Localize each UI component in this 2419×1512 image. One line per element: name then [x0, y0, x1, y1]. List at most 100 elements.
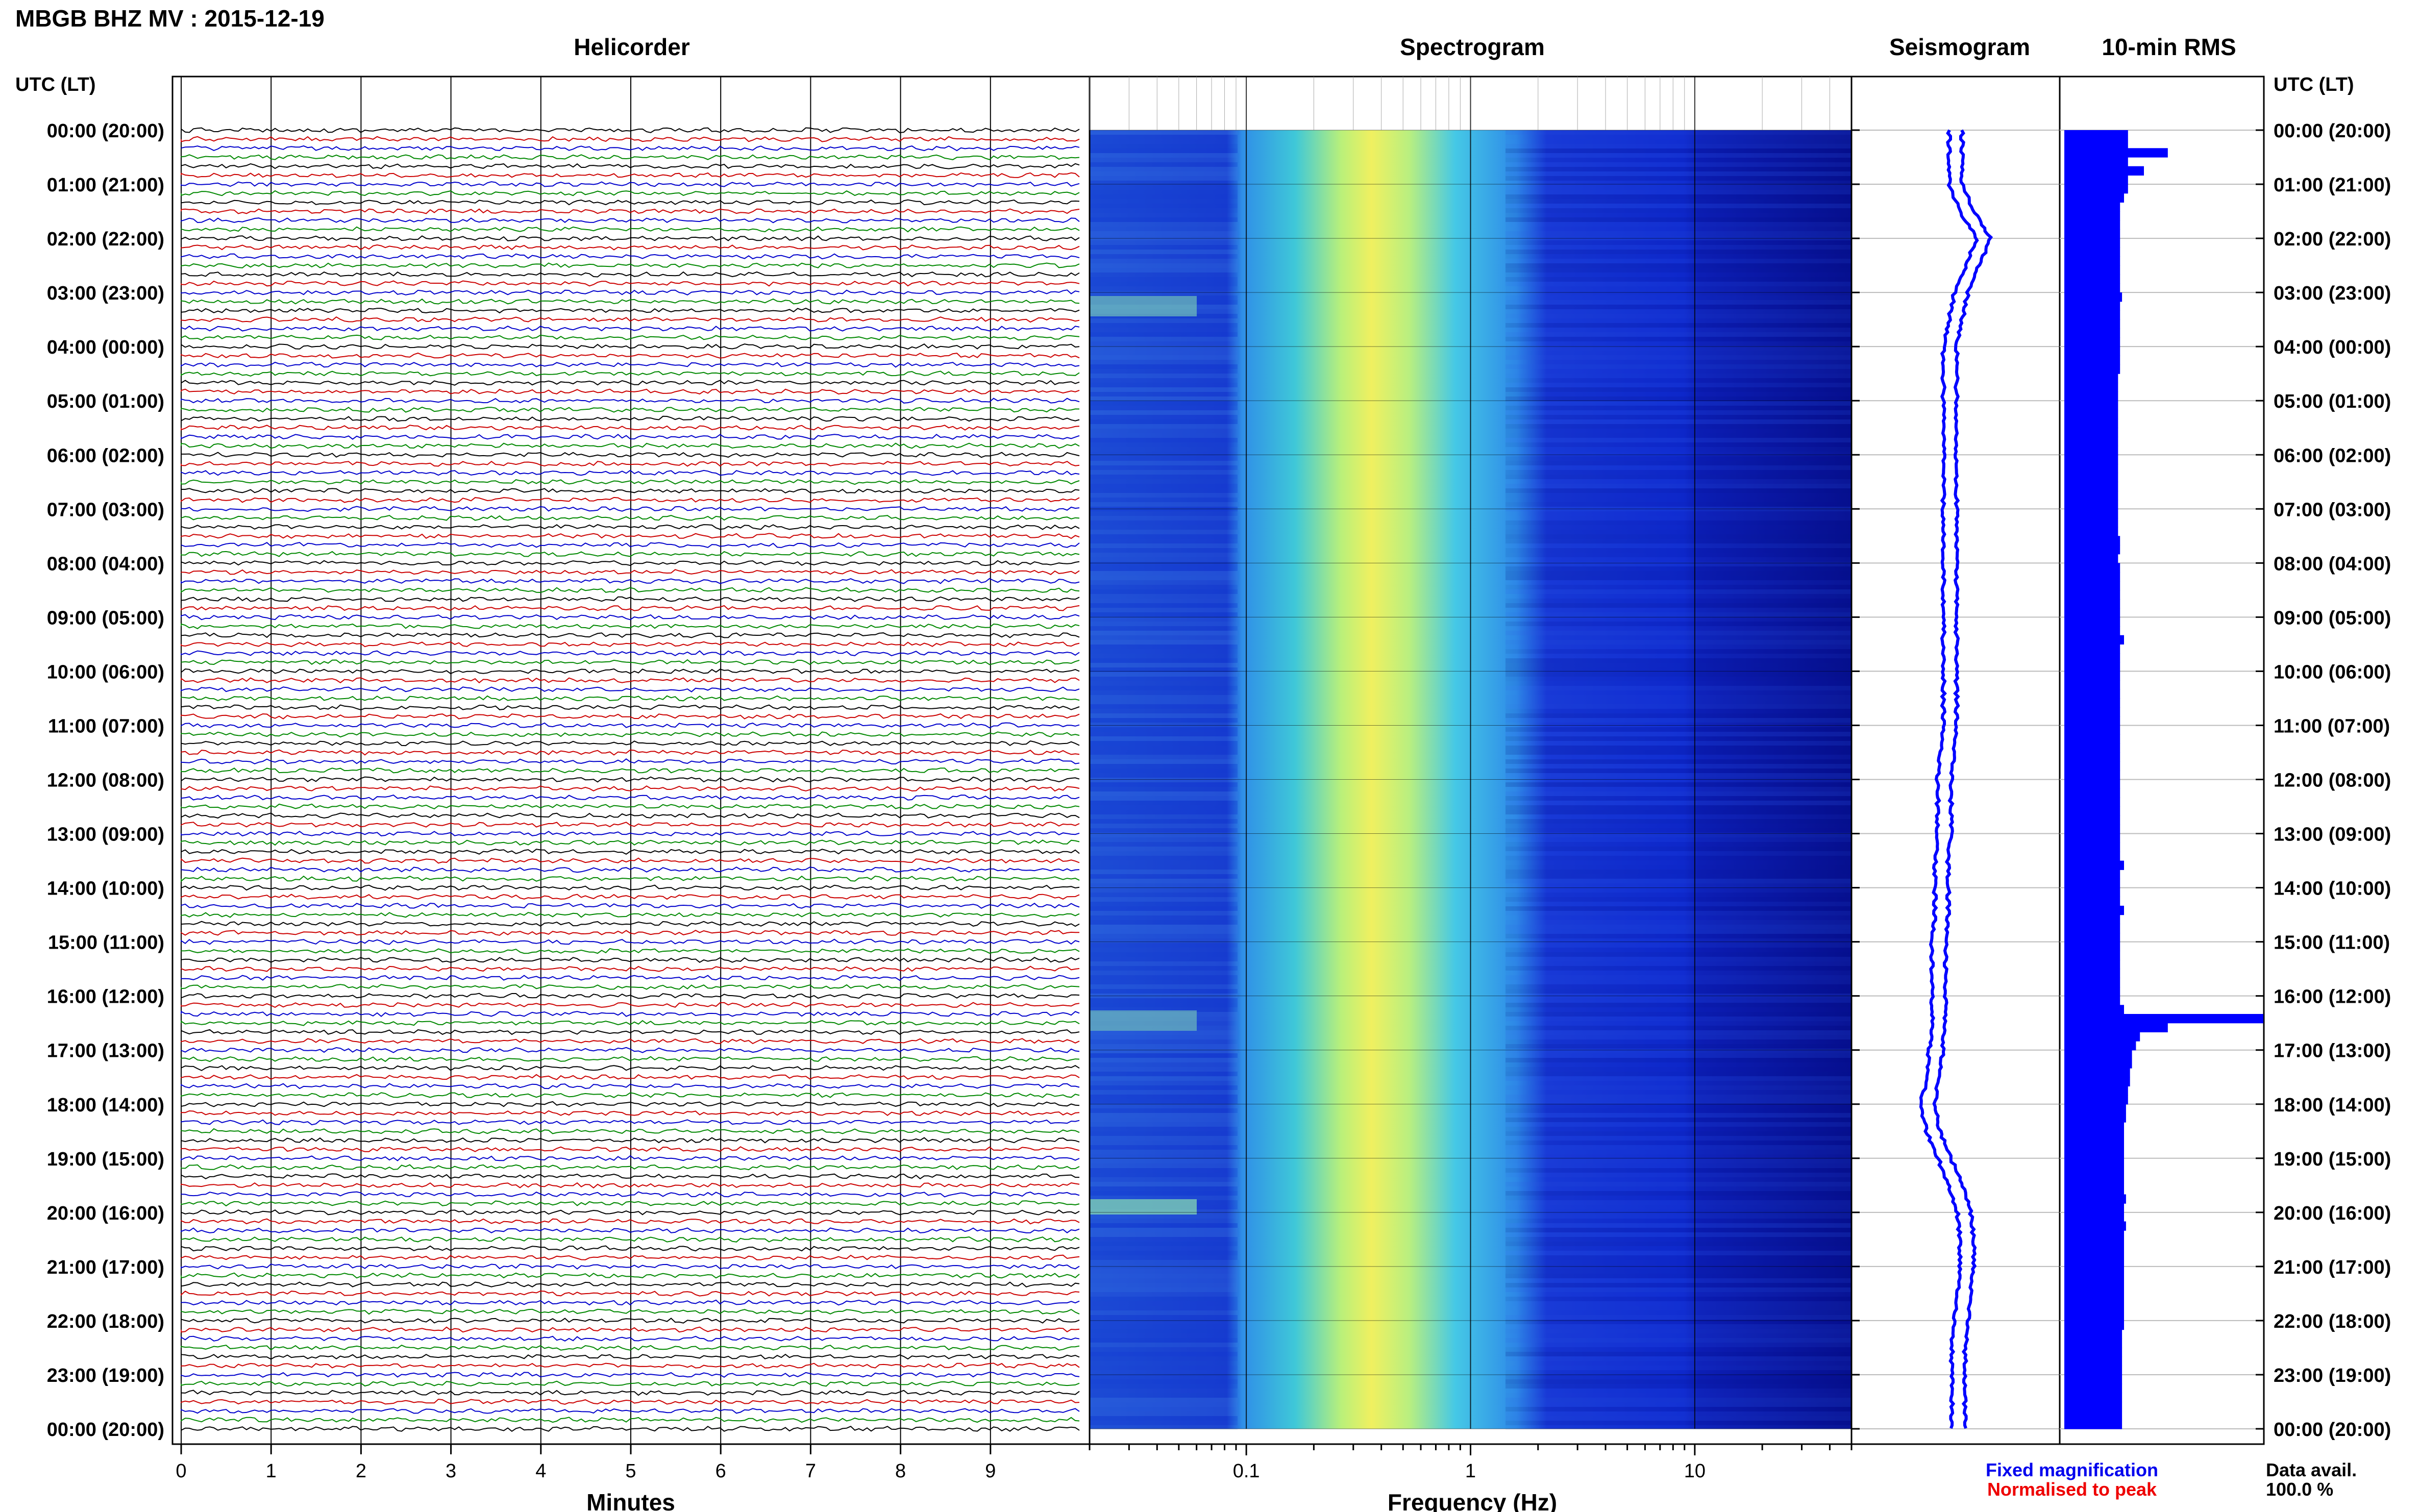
- helicorder-tick-label-1: 1: [266, 1460, 277, 1482]
- spectrogram-band: [1505, 791, 1852, 796]
- spectrogram-band: [1505, 227, 1852, 231]
- spectrogram-band: [1090, 635, 1238, 640]
- helicorder-trace: [181, 731, 1080, 738]
- spectrogram-band: [1090, 1301, 1238, 1306]
- spectrogram-band: [1505, 1118, 1852, 1122]
- spectrogram-band: [1505, 277, 1852, 282]
- spectrogram-band: [1505, 323, 1852, 328]
- spectrogram-band: [1090, 1407, 1238, 1411]
- spectrogram-band: [1505, 612, 1852, 617]
- spectrogram-band: [1505, 1301, 1852, 1306]
- rms-bar-102: [2064, 1050, 2132, 1059]
- spectrogram-band: [1090, 222, 1238, 227]
- rms-bar-69: [2064, 752, 2120, 762]
- spectrogram-band: [1090, 1058, 1238, 1062]
- rms-bar-5: [2064, 175, 2128, 185]
- spectrogram-band: [1505, 254, 1852, 259]
- spectrogram-band: [1505, 1352, 1852, 1356]
- spectrogram-band: [1090, 810, 1238, 814]
- spectrogram-band: [1090, 286, 1238, 291]
- spectrogram-band: [1090, 681, 1238, 686]
- spectrogram-band: [1090, 277, 1238, 282]
- helicorder-trace: [181, 1064, 1080, 1071]
- spectrogram-band: [1090, 199, 1238, 204]
- helicorder-trace: [181, 677, 1080, 684]
- spectrogram-band: [1090, 406, 1238, 410]
- helicorder-tick-label-3: 3: [446, 1460, 456, 1482]
- spectrogram-band: [1505, 603, 1852, 608]
- spectrogram-band: [1090, 520, 1238, 525]
- spectrogram-band: [1090, 231, 1238, 236]
- rms-bar-20: [2064, 310, 2120, 320]
- spectrogram-band: [1090, 672, 1238, 677]
- spectrogram-band: [1505, 144, 1852, 148]
- spectrogram-band: [1505, 810, 1852, 814]
- rms-bar-57: [2064, 644, 2120, 654]
- helicorder-trace: [181, 1263, 1080, 1270]
- rms-bar-90: [2064, 941, 2120, 951]
- spectrogram-band: [1090, 498, 1238, 502]
- spectrogram-band: [1090, 130, 1238, 135]
- spectrogram-band: [1090, 190, 1238, 194]
- spectrogram-band: [1090, 571, 1238, 576]
- spectrogram-band: [1090, 254, 1238, 259]
- spectrogram-band: [1090, 488, 1238, 493]
- spectrogram-band: [1505, 984, 1852, 989]
- spectrogram-band: [1090, 736, 1238, 741]
- spectrogram-band: [1505, 1044, 1852, 1049]
- spectrogram-band: [1090, 557, 1238, 562]
- helicorder-trace: [181, 1345, 1080, 1351]
- spectrogram-band: [1505, 1375, 1852, 1379]
- spectrogram-band: [1505, 1255, 1852, 1260]
- rms-bar-49: [2064, 572, 2120, 582]
- spectrogram-band: [1090, 401, 1238, 406]
- rms-bar-68: [2064, 743, 2120, 753]
- spectrogram-panel: 0.1 1 10: [1089, 76, 1853, 1482]
- rms-bar-42: [2064, 509, 2118, 518]
- spectrogram-band: [1090, 1145, 1238, 1150]
- spectrogram-band: [1505, 236, 1852, 240]
- spectrogram-band: [1090, 1269, 1238, 1274]
- rms-bar-13: [2064, 247, 2120, 257]
- helicorder-trace: [181, 334, 1080, 341]
- spectrogram-band: [1505, 1104, 1852, 1108]
- spectrogram-band: [1505, 1407, 1852, 1411]
- spectrogram-band: [1505, 681, 1852, 686]
- spectrogram-band: [1505, 199, 1852, 204]
- spectrogram-band: [1505, 934, 1852, 938]
- spectrogram-band: [1090, 465, 1238, 470]
- time-label-left-13: 13:00 (09:00): [47, 824, 164, 846]
- spectrogram-band: [1090, 1260, 1238, 1265]
- rms-bar-117: [2064, 1185, 2124, 1195]
- time-label-right-4: 04:00 (00:00): [2274, 337, 2391, 358]
- spectrogram-band: [1090, 1283, 1238, 1287]
- spectrogram-band: [1090, 144, 1238, 148]
- seismogram-title: Seismogram: [1889, 34, 2030, 60]
- spectrogram-band: [1505, 1232, 1852, 1237]
- spectrogram-band: [1505, 1219, 1852, 1223]
- spectrogram-band: [1090, 282, 1238, 286]
- helicorder-trace: [181, 948, 1080, 954]
- spectrogram-band: [1505, 1333, 1852, 1338]
- rms-bar-106: [2064, 1086, 2128, 1096]
- spectrogram-band: [1505, 259, 1852, 263]
- spectrogram-band: [1505, 493, 1852, 498]
- helicorder-trace: [181, 1335, 1080, 1342]
- spectrogram-band: [1090, 663, 1238, 667]
- spectrogram-band: [1505, 337, 1852, 341]
- spectrogram-band: [1505, 305, 1852, 309]
- helicorder-trace: [181, 370, 1080, 377]
- spectrogram-band: [1505, 801, 1852, 805]
- spectrogram-band: [1505, 139, 1852, 144]
- helicorder-trace: [181, 280, 1080, 287]
- helicorder-trace: [181, 1308, 1080, 1315]
- helicorder-trace: [181, 541, 1080, 548]
- spectrogram-band: [1505, 1131, 1852, 1136]
- spectrogram-band: [1090, 1329, 1238, 1333]
- rms-bar-12: [2064, 238, 2120, 248]
- helicorder-trace: [181, 244, 1080, 251]
- spectrogram-band: [1090, 791, 1238, 796]
- spectrogram-band: [1505, 1242, 1852, 1246]
- spectrogram-band: [1505, 645, 1852, 649]
- rms-bar-54: [2064, 617, 2120, 627]
